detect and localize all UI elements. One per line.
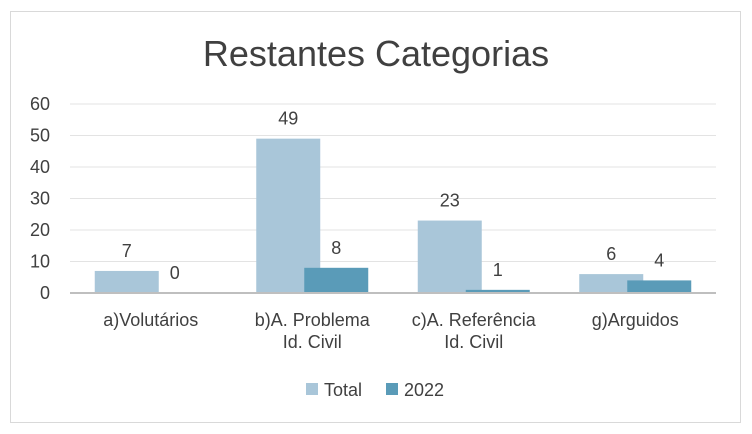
legend-label: 2022	[404, 380, 444, 400]
y-tick-label: 40	[30, 157, 50, 177]
x-category-label: Id. Civil	[283, 332, 342, 352]
data-label: 23	[440, 191, 460, 211]
gridlines	[70, 103, 716, 262]
data-labels: 7 49 23 6 0 8 1 4	[122, 109, 665, 283]
y-tick-label: 10	[30, 252, 50, 272]
legend-swatch-2022	[386, 383, 398, 395]
data-label: 7	[122, 241, 132, 261]
legend-swatch-total	[306, 383, 318, 395]
y-tick-label: 20	[30, 220, 50, 240]
legend: Total 2022	[306, 380, 444, 400]
x-category-label: Id. Civil	[444, 332, 503, 352]
bar-total-0	[94, 270, 159, 293]
bar-2022-3	[627, 280, 692, 293]
y-tick-label: 50	[30, 126, 50, 146]
legend-label: Total	[324, 380, 362, 400]
y-tick-label: 30	[30, 189, 50, 209]
bar-2022-1	[304, 267, 369, 293]
bar-total-2	[417, 220, 482, 293]
data-label: 4	[654, 250, 664, 270]
x-category-label: b)A. Problema	[255, 310, 371, 330]
y-axis-tick-labels: 0 10 20 30 40 50 60	[30, 94, 50, 303]
data-label: 8	[331, 238, 341, 258]
data-label: 0	[170, 263, 180, 283]
bar-total-1	[256, 138, 321, 293]
x-category-label: g)Arguidos	[592, 310, 679, 330]
data-label: 1	[493, 260, 503, 280]
y-tick-label: 0	[40, 283, 50, 303]
data-label: 6	[606, 244, 616, 264]
bars	[94, 138, 692, 293]
chart-frame	[10, 11, 741, 423]
data-label: 49	[278, 109, 298, 129]
x-category-label: a)Volutários	[103, 310, 198, 330]
x-category-label: c)A. Referência	[412, 310, 537, 330]
bar-2022-2	[465, 289, 530, 293]
y-tick-label: 60	[30, 94, 50, 114]
chart-title: Restantes Categorias	[203, 33, 549, 74]
